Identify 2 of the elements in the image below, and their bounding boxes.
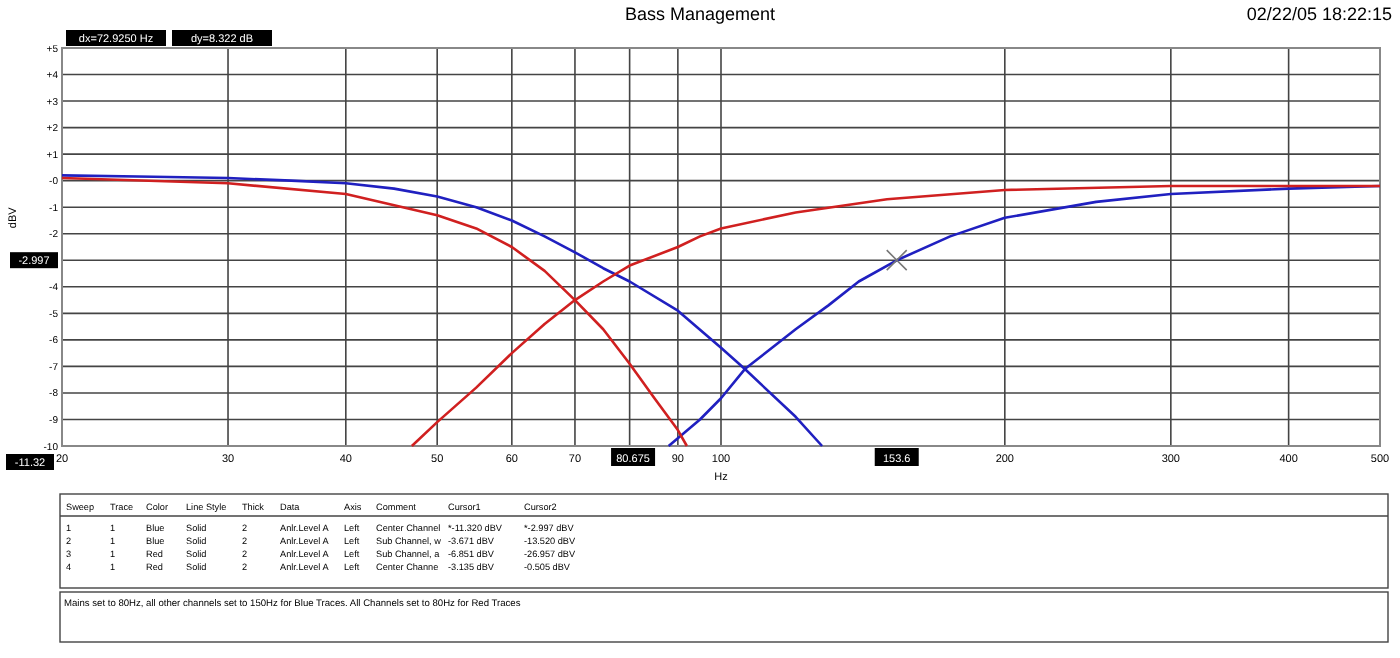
text: 02/22/05 18:22:15 (1246, 4, 1392, 24)
chart-title: Bass Management (624, 4, 777, 24)
